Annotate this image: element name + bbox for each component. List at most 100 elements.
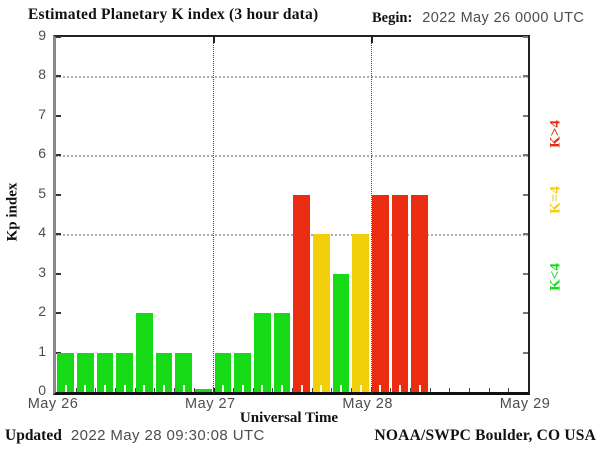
x-minor-tick <box>272 388 274 392</box>
y-tick <box>523 193 528 196</box>
y-tick <box>56 75 61 78</box>
x-tick-label: May 28 <box>342 396 393 412</box>
y-tick-label: 4 <box>38 224 46 241</box>
x-minor-tick <box>115 388 116 392</box>
y-tick <box>56 351 61 354</box>
bar-base-notch <box>261 385 264 392</box>
updated-value: 2022 May 28 09:30:08 UTC <box>70 427 265 444</box>
y-tick-label: 8 <box>38 66 46 83</box>
x-minor-tick <box>134 388 136 392</box>
legend-item-green: K<4 <box>547 263 564 291</box>
kp-bar <box>116 352 133 392</box>
x-minor-tick <box>488 388 490 392</box>
x-minor-tick <box>154 388 156 392</box>
bar-base-notch <box>221 385 224 392</box>
kp-bar <box>96 352 114 392</box>
x-minor-tick <box>174 388 175 392</box>
x-minor-tick <box>233 388 234 392</box>
y-tick <box>56 114 61 117</box>
x-minor-tick <box>469 388 470 392</box>
plot-area <box>53 35 530 395</box>
bar-base-notch <box>123 385 126 392</box>
gridline-kp-4 <box>56 234 528 237</box>
bar-base-notch <box>280 385 283 392</box>
x-minor-tick <box>370 388 372 392</box>
y-tick-label: 0 <box>38 382 46 398</box>
bar-base-notch <box>241 385 244 392</box>
x-minor-tick <box>429 388 431 392</box>
x-axis-title: Universal Time <box>239 410 339 426</box>
kp-bar <box>57 352 74 392</box>
kp-bar <box>254 313 271 392</box>
y-tick <box>56 312 61 315</box>
y-tick-label: 6 <box>38 145 46 162</box>
y-tick <box>523 351 528 354</box>
bar-base-notch <box>379 385 382 392</box>
x-minor-tick <box>351 388 352 392</box>
x-minor-tick <box>213 388 215 392</box>
x-tick-label: May 27 <box>185 396 236 412</box>
kp-bar <box>77 352 94 392</box>
bar-base-notch <box>182 385 185 392</box>
kp-bar <box>313 234 330 392</box>
legend-item-red: K>4 <box>547 120 564 148</box>
gridline-kp-6 <box>56 155 528 158</box>
kp-bar <box>195 389 212 392</box>
y-axis-title: Kp index <box>4 182 21 242</box>
y-tick <box>523 114 528 117</box>
begin-label: Begin: <box>372 10 413 26</box>
gridline-kp-8 <box>56 76 528 79</box>
y-tick <box>523 75 528 78</box>
x-minor-tick <box>292 388 293 392</box>
x-minor-tick <box>508 388 510 392</box>
y-tick-label: 1 <box>38 342 46 359</box>
bar-base-notch <box>320 385 323 392</box>
y-tick-label: 7 <box>38 105 46 122</box>
kp-bar <box>411 194 428 392</box>
x-minor-tick <box>449 388 451 392</box>
kp-bar <box>175 352 192 392</box>
kp-bar <box>273 313 291 392</box>
x-minor-tick <box>252 388 254 392</box>
credit-text: NOAA/SWPC Boulder, CO USA <box>374 427 596 444</box>
y-tick <box>523 36 528 38</box>
bar-base-notch <box>64 385 67 392</box>
kp-bar <box>214 352 232 392</box>
y-tick-label: 2 <box>38 303 46 320</box>
day-boundary-line <box>213 37 216 394</box>
y-tick <box>523 272 528 275</box>
kp-bar <box>155 352 173 392</box>
kp-bar <box>352 234 369 392</box>
x-tick-label: May 29 <box>499 396 551 412</box>
begin-value: 2022 May 26 0000 UTC <box>422 10 585 26</box>
x-minor-tick <box>75 388 77 392</box>
x-minor-tick <box>390 388 392 392</box>
begin-annotation: Begin: 2022 May 26 0000 UTC <box>372 10 584 27</box>
x-tick-label: May 26 <box>27 396 79 412</box>
bar-base-notch <box>103 385 106 392</box>
kp-bar <box>372 194 389 392</box>
y-tick-label: 5 <box>38 184 46 201</box>
y-tick <box>56 193 61 196</box>
x-minor-tick <box>331 388 333 392</box>
bar-base-notch <box>398 385 401 392</box>
bar-base-notch <box>339 385 342 392</box>
y-tick <box>523 154 528 157</box>
x-minor-tick <box>95 388 97 392</box>
legend-item-yellow: K=4 <box>547 186 564 214</box>
chart-title: Estimated Planetary K index (3 hour data… <box>28 6 319 23</box>
y-tick-label: 3 <box>38 263 46 280</box>
y-tick <box>56 36 61 38</box>
y-tick <box>523 233 528 236</box>
y-tick <box>56 272 61 275</box>
kp-bar <box>332 273 350 392</box>
kp-bar <box>234 352 251 392</box>
x-minor-tick <box>311 388 313 392</box>
bar-base-notch <box>162 385 165 392</box>
updated-annotation: Updated 2022 May 28 09:30:08 UTC <box>5 427 265 445</box>
y-tick <box>56 154 61 157</box>
updated-label: Updated <box>5 427 62 444</box>
y-tick <box>56 233 61 236</box>
day-boundary-line <box>370 37 373 394</box>
